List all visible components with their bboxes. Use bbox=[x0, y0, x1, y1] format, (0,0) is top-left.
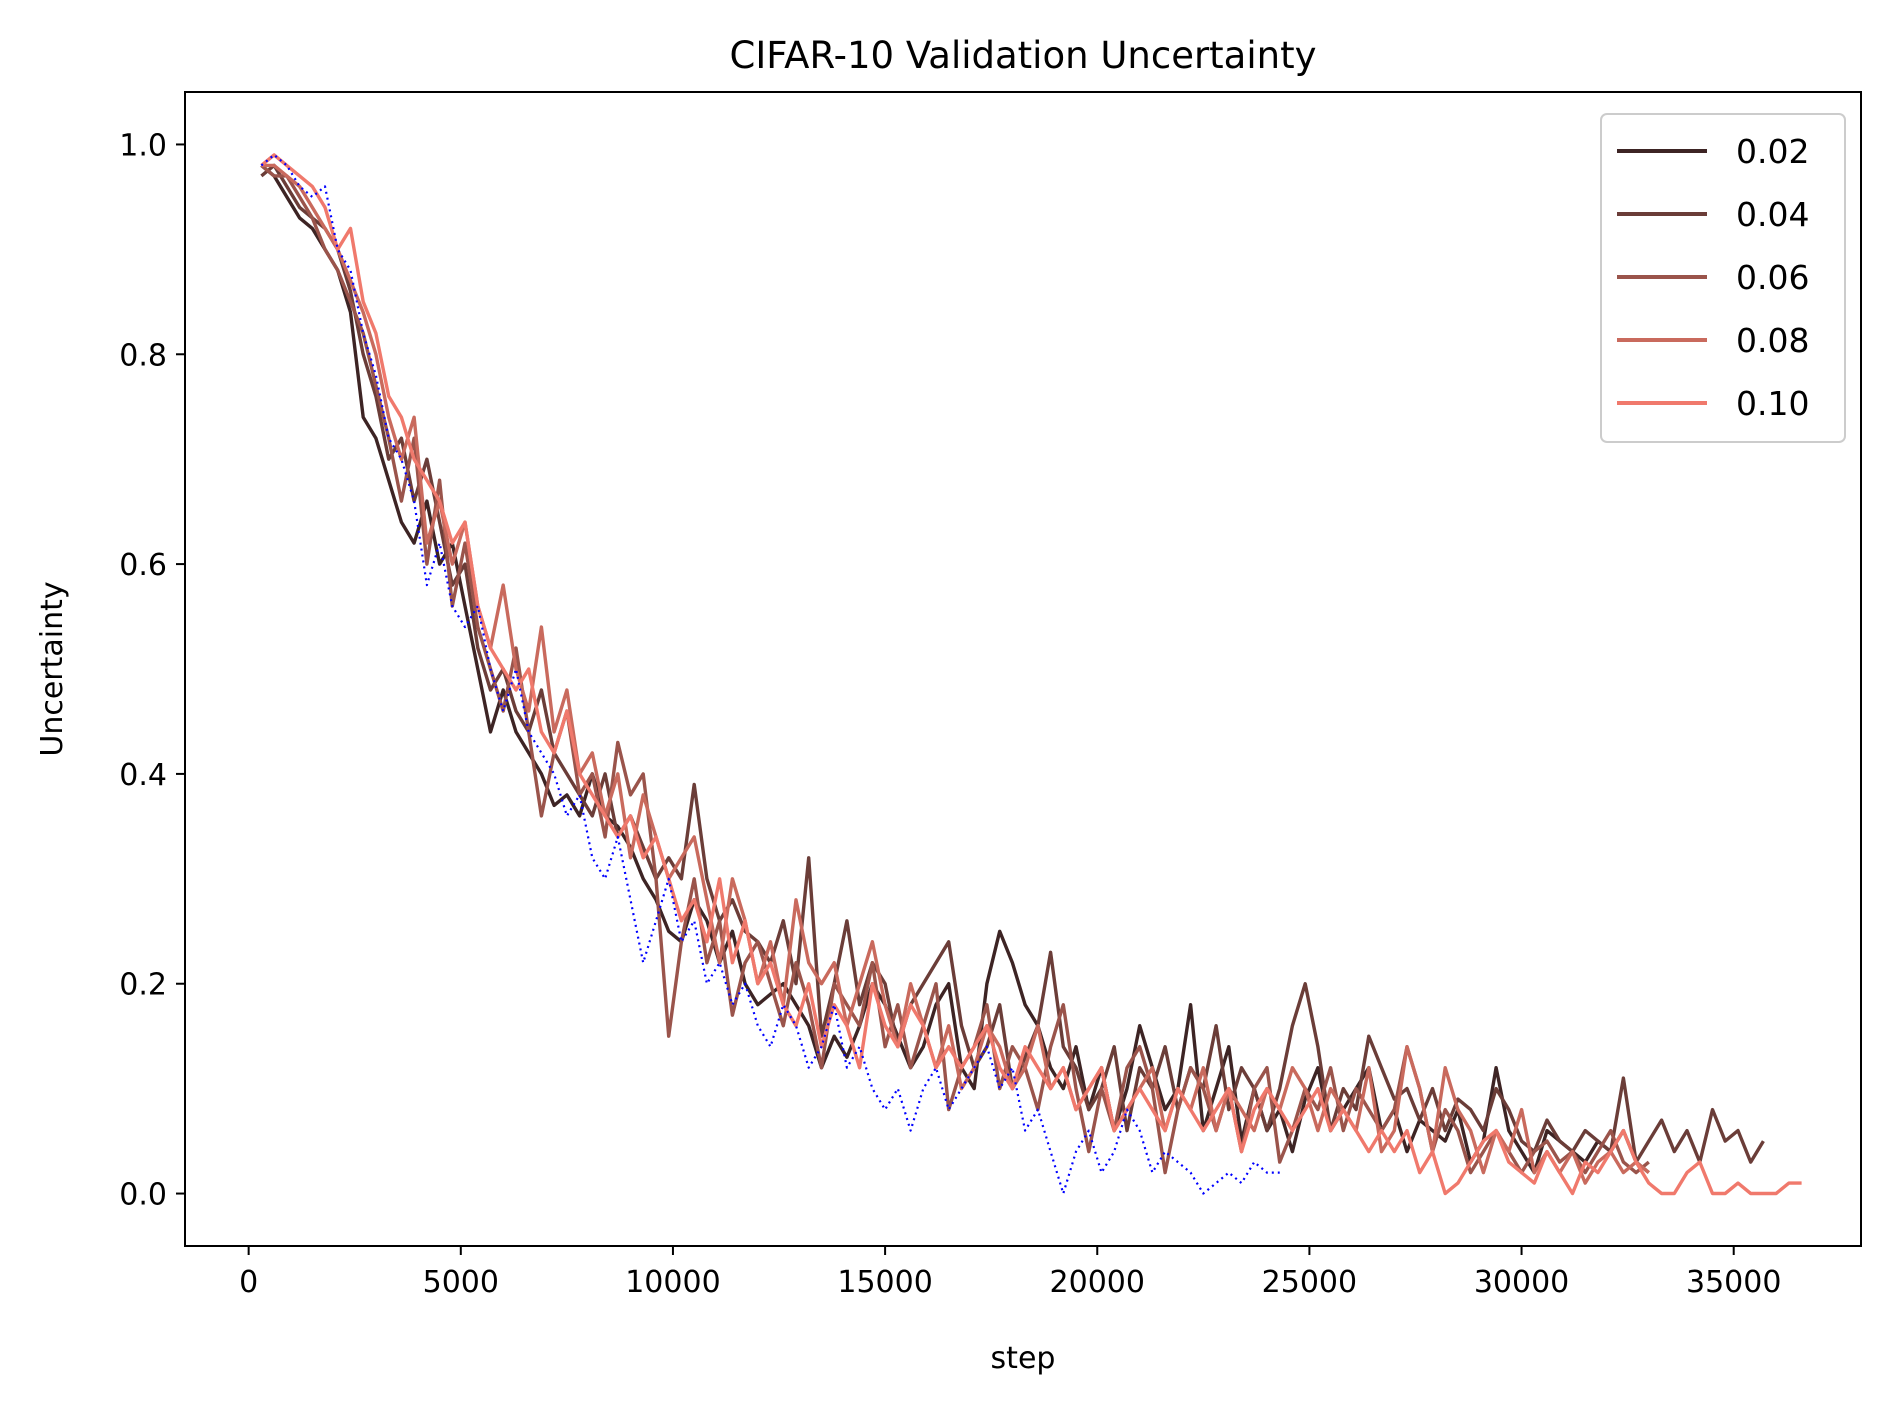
x-tick-label: 20000 bbox=[1050, 1265, 1145, 1300]
x-tick-label: 15000 bbox=[837, 1265, 932, 1300]
legend-label: 0.04 bbox=[1736, 195, 1809, 234]
legend-label: 0.06 bbox=[1736, 258, 1809, 297]
x-tick-label: 5000 bbox=[423, 1265, 499, 1300]
legend-label: 0.08 bbox=[1736, 321, 1809, 360]
x-tick-label: 25000 bbox=[1262, 1265, 1357, 1300]
plot-frame bbox=[184, 91, 1862, 1247]
y-tick-label: 0.2 bbox=[119, 968, 167, 1003]
series-line-0.02 bbox=[260, 164, 1650, 1175]
x-axis-label: step bbox=[991, 1341, 1056, 1376]
series-line-0.10 bbox=[260, 153, 1802, 1196]
y-axis-ticks: 0.0 0.2 0.4 0.6 0.8 1.0 bbox=[119, 128, 185, 1213]
y-tick-label: 0.6 bbox=[119, 548, 167, 583]
y-tick-label: 0.0 bbox=[119, 1178, 167, 1213]
y-tick-label: 0.8 bbox=[119, 338, 167, 373]
y-tick-label: 1.0 bbox=[119, 128, 167, 163]
chart-title: CIFAR-10 Validation Uncertainty bbox=[730, 34, 1317, 77]
legend-items: 0.02 0.04 0.06 0.08 0.10 bbox=[1617, 132, 1809, 423]
legend-label: 0.10 bbox=[1736, 384, 1809, 423]
x-axis-ticks: 0 5000 10000 15000 20000 25000 30000 35000 bbox=[239, 1246, 1781, 1300]
x-tick-label: 35000 bbox=[1686, 1265, 1781, 1300]
x-tick-label: 30000 bbox=[1474, 1265, 1569, 1300]
legend: 0.02 0.04 0.06 0.08 0.10 bbox=[1600, 113, 1846, 443]
series-layer bbox=[260, 153, 1802, 1196]
x-tick-label: 0 bbox=[239, 1265, 258, 1300]
legend-box bbox=[1600, 113, 1846, 443]
x-tick-label: 10000 bbox=[625, 1265, 720, 1300]
y-axis-label: Uncertainty bbox=[35, 581, 70, 756]
y-tick-label: 0.4 bbox=[119, 758, 167, 793]
legend-label: 0.02 bbox=[1736, 132, 1809, 171]
